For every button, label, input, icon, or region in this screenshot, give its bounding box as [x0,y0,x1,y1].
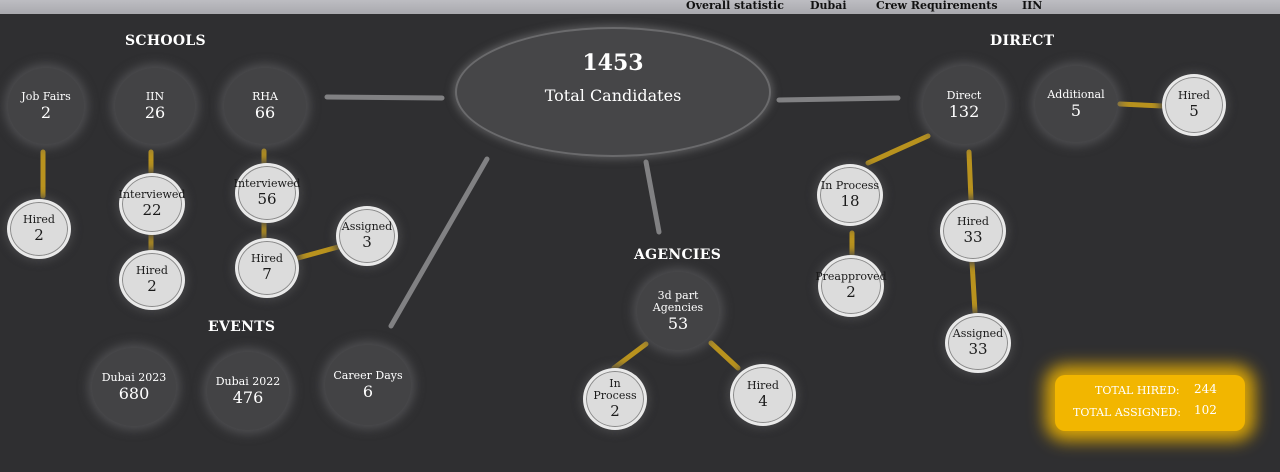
node-value: 6 [362,381,374,401]
node-value: 4 [758,391,768,410]
node-value: 53 [667,313,689,333]
tab-dubai[interactable]: Dubai [810,0,847,12]
connector-agencies-inprocess [611,341,649,371]
total-assigned-value: 102 [1194,403,1217,417]
agencies-node[interactable]: 3d part Agencies 53 [637,272,719,350]
connector-rha-hired-assigned [295,244,341,261]
job-fairs-hired-node[interactable]: Hired 2 [7,199,71,259]
connector-direct-hired [966,149,974,203]
node-label: Interviewed [233,176,301,190]
node-value: 5 [1189,101,1199,120]
node-label: IIN [145,89,165,103]
total-assigned-label: TOTAL ASSIGNED: [1073,406,1181,419]
connector-schools-total [324,94,445,101]
rha-hired-node[interactable]: Hired 7 [235,238,299,298]
total-candidates-value: 1453 [582,49,644,76]
total-hired-label: TOTAL HIRED: [1095,384,1180,397]
node-label: Hired [957,214,989,228]
node-label: Assigned [341,219,393,233]
total-candidates-label: Total Candidates [544,85,682,105]
node-value: 2 [147,276,157,295]
dubai-2023-node[interactable]: Dubai 2023 680 [92,348,176,426]
node-value: 680 [118,383,150,403]
node-label: Hired [23,212,55,226]
node-value: 5 [1070,100,1082,120]
connector-direct-total [776,95,901,103]
node-label: Dubai 2023 [101,370,167,384]
iin-hired-node[interactable]: Hired 2 [119,250,185,310]
direct-node[interactable]: Direct 132 [923,66,1005,144]
career-days-node[interactable]: Career Days 6 [325,345,411,425]
node-label: Preapproved [815,269,887,283]
heading-agencies: AGENCIES [634,247,722,263]
node-value: 66 [254,102,276,122]
direct-assigned-node[interactable]: Assigned 33 [945,313,1011,373]
node-label: RHA [252,89,278,103]
node-value: 26 [144,102,166,122]
node-label: Additional [1047,87,1105,101]
node-label: Assigned [952,326,1004,340]
tab-iin[interactable]: IIN [1022,0,1043,12]
heading-schools: SCHOOLS [125,33,206,49]
node-label: Career Days [333,368,403,382]
node-label: Job Fairs [21,89,71,103]
node-value: 2 [610,401,620,420]
node-label: Hired [1178,88,1210,102]
node-label: Hired [747,378,779,392]
direct-in-process-node[interactable]: In Process 18 [817,164,883,226]
node-value: 22 [142,200,162,219]
tab-overall-statistic[interactable]: Overall statistic [686,0,784,12]
agencies-hired-node[interactable]: Hired 4 [730,364,796,426]
node-value: 56 [257,189,277,208]
node-label: Hired [136,263,168,277]
job-fairs-node[interactable]: Job Fairs 2 [8,68,84,144]
node-value: 2 [40,102,52,122]
direct-preapproved-node[interactable]: Preapproved 2 [815,255,887,317]
agencies-in-process-node[interactable]: In Process 2 [583,368,647,430]
iin-node[interactable]: IIN 26 [115,68,195,144]
node-value: 476 [232,387,264,407]
node-value: 7 [262,264,272,283]
totals-box: TOTAL HIRED: 244 TOTAL ASSIGNED: 102 [1055,375,1245,431]
direct-hired-node[interactable]: Hired 33 [940,200,1006,262]
tab-crew-requirements[interactable]: Crew Requirements [876,0,998,12]
heading-direct: DIRECT [990,33,1055,49]
connector-events-total [388,156,490,329]
node-label: Direct [946,88,982,102]
total-candidates-node[interactable]: 1453 Total Candidates [455,27,771,157]
total-hired-value: 244 [1194,382,1217,396]
heading-events: EVENTS [208,319,276,335]
connector-agencies-total [643,159,662,235]
node-label-line1: 3d part [657,288,699,302]
top-navigation-bar: Overall statistic Dubai Crew Requirement… [0,0,1280,14]
node-label: Dubai 2022 [215,374,281,388]
connector-additional-hired [1117,101,1166,109]
connector-agencies-hired [708,340,741,371]
connector-direct-inprocess [865,133,931,166]
iin-interviewed-node[interactable]: Interviewed 22 [119,173,185,235]
additional-node[interactable]: Additional 5 [1035,66,1117,142]
rha-assigned-node[interactable]: Assigned 3 [336,206,398,266]
node-value: 33 [963,227,983,246]
dubai-2022-node[interactable]: Dubai 2022 476 [207,352,289,430]
node-value: 132 [948,101,980,121]
node-value: 18 [840,191,860,210]
additional-hired-node[interactable]: Hired 5 [1162,74,1226,136]
node-value: 2 [34,225,44,244]
node-value: 3 [362,232,372,251]
connector-hired-assigned [969,259,978,315]
node-label: In Process [593,376,637,402]
node-value: 2 [846,282,856,301]
rha-interviewed-node[interactable]: Interviewed 56 [233,163,301,223]
node-label: Hired [251,251,283,265]
node-label: In Process [820,178,880,192]
rha-node[interactable]: RHA 66 [224,68,306,144]
node-value: 33 [968,339,988,358]
node-label: Interviewed [118,187,186,201]
node-label-line2: Agencies [652,300,704,314]
